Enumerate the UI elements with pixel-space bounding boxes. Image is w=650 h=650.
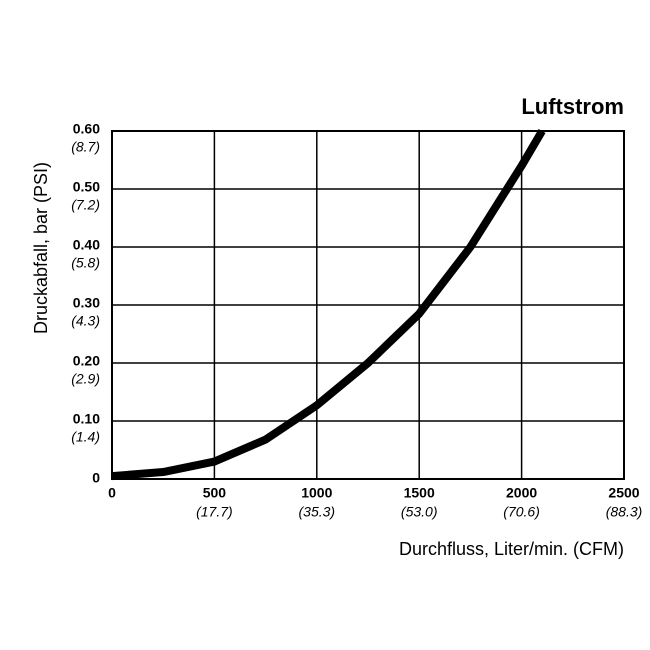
- plot-frame: [111, 130, 625, 480]
- y-tick-label: 0.30: [73, 295, 100, 311]
- y-axis-label: Druckabfall, bar (PSI): [31, 162, 51, 334]
- data-line: [111, 128, 546, 481]
- x-axis-label: Durchfluss, Liter/min. (CFM): [399, 539, 624, 559]
- x-tick-label: 500: [203, 485, 227, 501]
- x-tick-sublabel: (70.6): [503, 504, 540, 520]
- y-tick-label: 0.20: [73, 353, 100, 369]
- y-tick-label: 0.40: [73, 237, 100, 253]
- x-tick-label: 2000: [506, 485, 537, 501]
- x-tick-label: 1000: [301, 485, 332, 501]
- y-tick-label: 0.60: [73, 121, 100, 137]
- y-tick-sublabel: (4.3): [71, 313, 100, 329]
- y-tick-sublabel: (2.9): [71, 371, 100, 387]
- y-tick-sublabel: (8.7): [71, 139, 100, 155]
- y-tick-label: 0.10: [73, 411, 100, 427]
- x-tick-label: 0: [108, 485, 116, 501]
- x-tick-sublabel: (35.3): [299, 504, 336, 520]
- x-tick-label: 2500: [608, 485, 639, 501]
- y-tick-label: 0.50: [73, 179, 100, 195]
- x-tick-sublabel: (17.7): [196, 504, 233, 520]
- x-tick-sublabel: (53.0): [401, 504, 438, 520]
- x-tick-label: 1500: [404, 485, 435, 501]
- y-tick-sublabel: (5.8): [71, 255, 100, 271]
- chart-title: Luftstrom: [521, 94, 624, 119]
- y-tick-sublabel: (7.2): [71, 197, 100, 213]
- x-tick-sublabel: (88.3): [606, 504, 643, 520]
- y-tick-label: 0: [92, 470, 100, 486]
- y-tick-sublabel: (1.4): [71, 429, 100, 445]
